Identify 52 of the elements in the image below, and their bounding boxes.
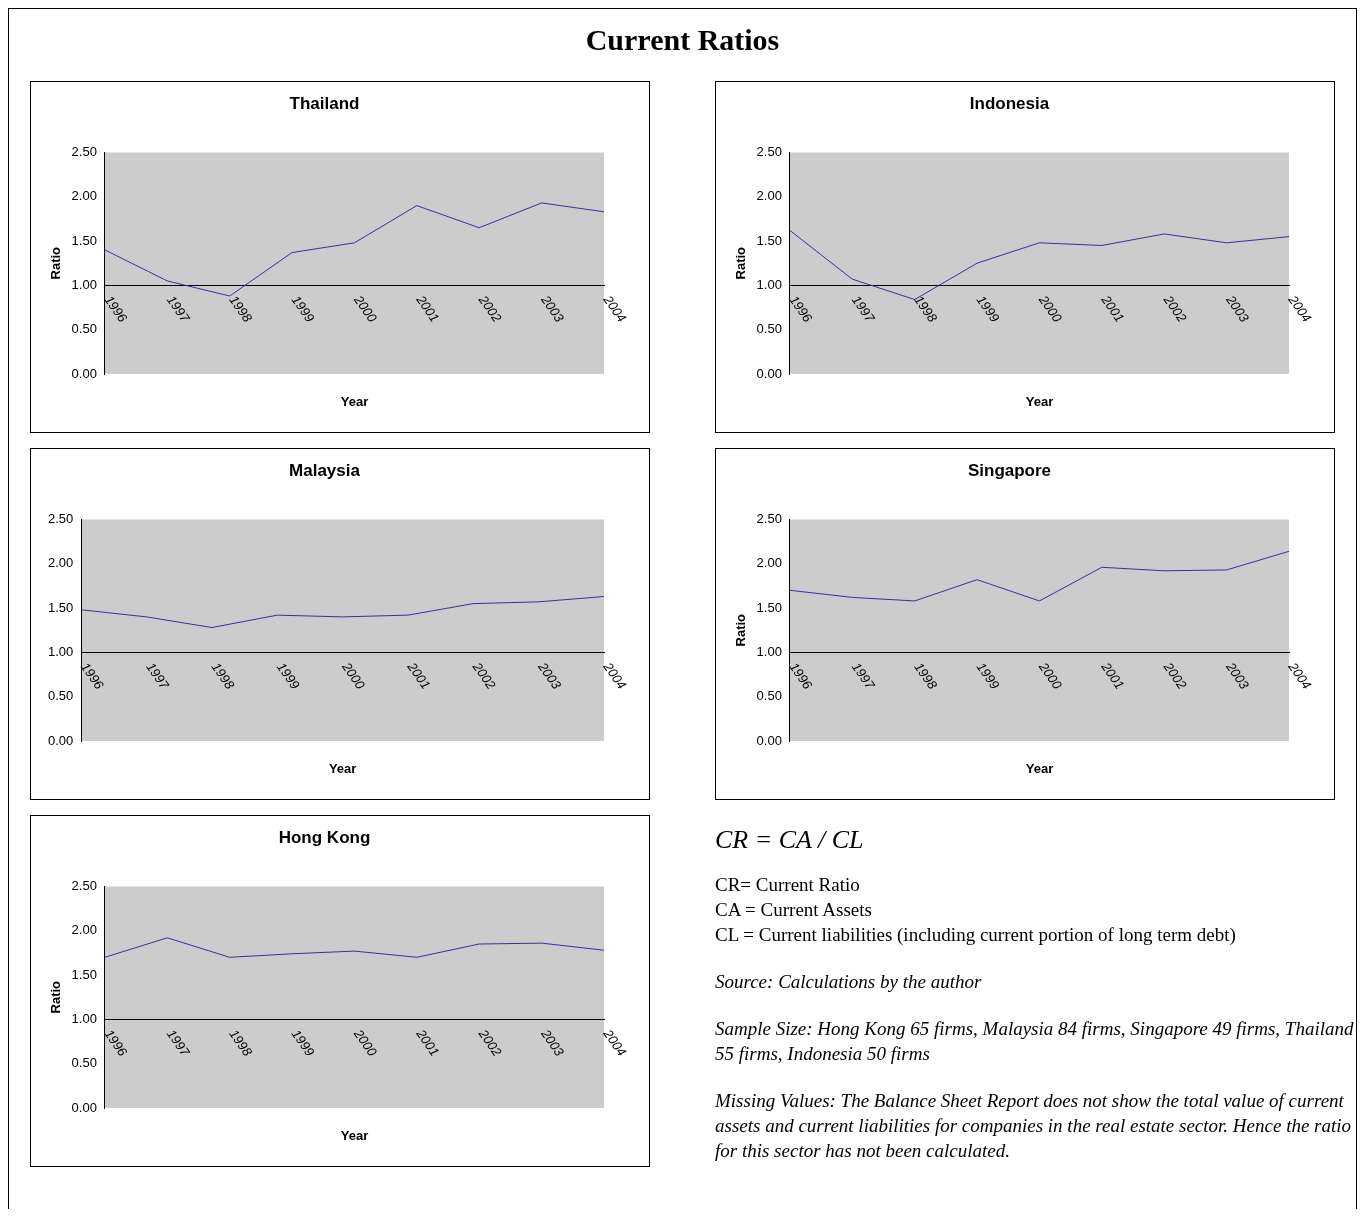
x-axis-title: Year: [340, 393, 369, 409]
y-axis-title: Ratio: [733, 613, 749, 647]
text: CR= Current Ratio: [715, 873, 861, 897]
x-axis-title: Year: [328, 760, 357, 776]
y-axis-title: Ratio: [48, 980, 64, 1014]
y-tick-label: 0.00: [47, 732, 74, 748]
chart-title: Thailand: [289, 93, 360, 113]
y-tick-label: 2.00: [756, 188, 782, 204]
y-tick-label: 2.50: [71, 143, 97, 159]
y-tick-label: 1.00: [756, 643, 782, 659]
y-tick-label: 2.00: [47, 555, 74, 571]
y-tick-label: 1.00: [47, 643, 74, 659]
y-tick-label: 2.50: [756, 143, 782, 159]
x-axis-title: Year: [1025, 760, 1054, 776]
y-tick-label: 2.50: [756, 510, 782, 526]
y-tick-label: 1.00: [756, 276, 782, 292]
y-tick-label: 2.50: [47, 510, 74, 526]
x-axis-title: Year: [1025, 393, 1054, 409]
y-tick-label: 1.00: [71, 276, 97, 292]
y-tick-label: 0.50: [756, 688, 782, 704]
source-note: Source: Calculations by the author: [715, 970, 983, 994]
y-tick-label: 1.50: [47, 599, 74, 615]
y-tick-label: 0.50: [71, 1055, 97, 1071]
y-tick-label: 0.00: [71, 365, 97, 381]
text: CA = Current Assets: [715, 898, 873, 922]
y-tick-label: 2.50: [71, 877, 97, 893]
text: Missing Values: The Balance Sheet Report does not show the total value of current assets and current liabilities for companies in the real estate sector. Hence the ratio for this sector has not been calculated.: [715, 1089, 1353, 1163]
y-tick-label: 0.00: [756, 732, 782, 748]
chart-title: Malaysia: [289, 460, 361, 480]
y-tick-label: 0.50: [756, 321, 782, 337]
y-tick-label: 1.50: [756, 599, 782, 615]
y-tick-label: 2.00: [71, 188, 97, 204]
chart-title: Singapore: [967, 460, 1052, 480]
text: Current Ratios: [584, 23, 781, 58]
y-tick-label: 1.50: [756, 232, 782, 248]
y-tick-label: 0.50: [47, 688, 74, 704]
chart-title: Hong Kong: [278, 827, 371, 847]
text: Sample Size: Hong Kong 65 firms, Malaysia 84 firms, Singapore 49 firms, Thailand 55 firms, Indonesia 50 firms: [715, 1017, 1355, 1066]
y-tick-label: 0.00: [71, 1099, 97, 1115]
x-axis-title: Year: [340, 1127, 369, 1143]
y-axis-title: Ratio: [48, 246, 64, 280]
y-tick-label: 0.00: [756, 365, 782, 381]
y-tick-label: 1.50: [71, 232, 97, 248]
text: CR = CA / CL: [715, 825, 865, 854]
y-axis-title: Ratio: [733, 246, 749, 280]
y-tick-label: 2.00: [756, 555, 782, 571]
y-tick-label: 1.50: [71, 966, 97, 982]
y-tick-label: 1.00: [71, 1010, 97, 1026]
text: CL = Current liabilities (including current portion of long term debt): [715, 923, 1237, 947]
y-tick-label: 0.50: [71, 321, 97, 337]
chart-title: Indonesia: [969, 93, 1050, 113]
y-tick-label: 2.00: [71, 922, 97, 938]
